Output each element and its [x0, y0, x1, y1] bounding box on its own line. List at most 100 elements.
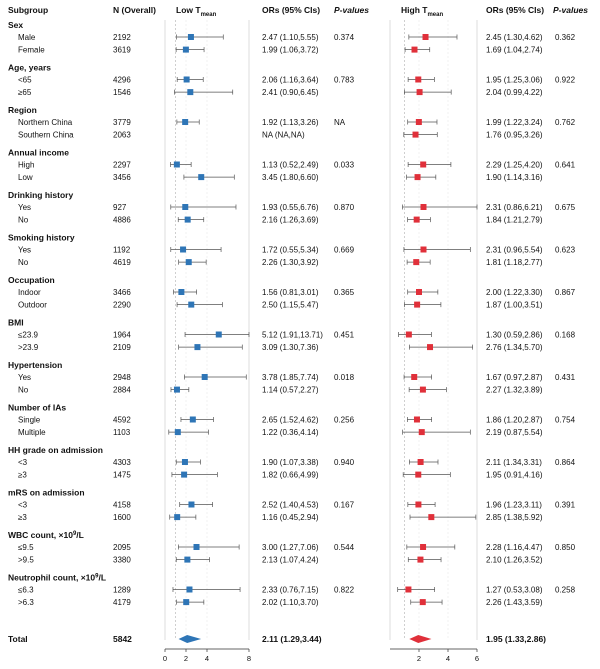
high-axis-tick-label: 6: [475, 654, 479, 663]
or-low-cell: 1.14 (0.57,2.27): [262, 386, 319, 395]
or-high-cell: 2.19 (0.87,5.54): [486, 428, 543, 437]
or-high-cell: 2.29 (1.25,4.20): [486, 161, 543, 170]
n-overall-cell: 2109: [113, 343, 131, 352]
group-label: BMI: [8, 318, 24, 328]
low-total-diamond: [178, 635, 202, 643]
subgroup-label: <3: [18, 501, 28, 510]
or-high-cell: 1.95 (0.91,4.16): [486, 471, 543, 480]
header-low-sub: mean: [201, 12, 217, 18]
n-overall-cell: 2095: [113, 543, 131, 552]
group-label-text: Drinking history: [8, 190, 73, 200]
high-axis-tick-label: 2: [417, 654, 421, 663]
low-point-estimate: [182, 46, 189, 53]
p-value-high: 0.362: [555, 33, 576, 42]
p-value-low: 0.940: [334, 458, 355, 467]
low-point-estimate: [215, 331, 222, 338]
or-low-cell: 2.26 (1.30,3.92): [262, 258, 319, 267]
subgroup-label: >23.9: [18, 343, 39, 352]
n-overall-cell: 1289: [113, 586, 131, 595]
subgroup-label: Yes: [18, 203, 31, 212]
subgroup-label: Southern China: [18, 131, 74, 140]
or-low-cell: 1.22 (0.36,4.14): [262, 428, 319, 437]
or-high-cell: 2.11 (1.34,3.31): [486, 458, 542, 467]
p-value-low: NA: [334, 118, 346, 127]
low-axis-tick-label: 8: [247, 654, 251, 663]
n-overall-cell: 3466: [113, 288, 131, 297]
high-point-estimate: [411, 374, 418, 380]
p-value-low: 0.544: [334, 543, 355, 552]
n-overall-cell: 927: [113, 203, 127, 212]
header-ors-high: ORs (95% CIs): [486, 5, 544, 15]
high-point-estimate: [414, 301, 421, 308]
or-high-cell: 2.31 (0.96,5.54): [486, 246, 543, 255]
or-high-cell: 1.30 (0.59,2.86): [486, 331, 543, 340]
n-overall-cell: 4886: [113, 216, 131, 225]
n-overall-cell: 1546: [113, 88, 131, 97]
group-label: Number of IAs: [8, 403, 66, 413]
or-low-cell: 3.78 (1.85,7.74): [262, 373, 319, 382]
subgroup-label: >9.5: [18, 556, 34, 565]
total-or-low: 2.11 (1.29,3.44): [262, 634, 322, 644]
n-overall-cell: 4619: [113, 258, 131, 267]
low-point-estimate: [188, 301, 195, 308]
or-low-cell: 3.45 (1.80,6.60): [262, 173, 319, 182]
high-point-estimate: [415, 119, 422, 125]
p-value-low: 0.822: [334, 586, 355, 595]
high-point-estimate: [417, 459, 424, 465]
p-value-high: 0.850: [555, 543, 576, 552]
low-point-estimate: [180, 246, 187, 253]
n-overall-cell: 1600: [113, 513, 131, 522]
high-point-estimate: [405, 331, 412, 338]
or-low-cell: 2.50 (1.15,5.47): [262, 301, 319, 310]
or-high-cell: 1.27 (0.53,3.08): [486, 586, 543, 595]
or-low-cell: 1.93 (0.55,6.76): [262, 203, 319, 212]
subgroup-label: <3: [18, 458, 28, 467]
high-point-estimate: [412, 131, 419, 138]
n-overall-cell: 3456: [113, 173, 131, 182]
high-point-estimate: [416, 289, 422, 295]
high-point-estimate: [428, 514, 435, 521]
or-low-cell: 1.16 (0.45,2.94): [262, 513, 319, 522]
p-value-high: 0.641: [555, 161, 576, 170]
high-point-estimate: [420, 204, 427, 210]
header-p-high: P-values: [553, 5, 588, 15]
low-point-estimate: [186, 586, 193, 593]
or-high-cell: 2.85 (1.38,5.92): [486, 513, 543, 522]
p-value-high: 0.431: [555, 373, 576, 382]
high-point-estimate: [420, 246, 427, 253]
p-value-high: 0.391: [555, 501, 576, 510]
subgroup-label: ≤9.5: [18, 543, 34, 552]
or-low-cell: 5.12 (1.91,13.71): [262, 331, 323, 340]
p-value-low: 0.783: [334, 76, 355, 85]
group-label: Occupation: [8, 275, 55, 285]
p-value-low: 0.374: [334, 33, 355, 42]
subgroup-label: Indoor: [18, 288, 41, 297]
or-high-cell: 1.99 (1.22,3.24): [486, 118, 543, 127]
low-point-estimate: [182, 119, 189, 125]
or-low-cell: 2.52 (1.40,4.53): [262, 501, 319, 510]
or-low-cell: 2.02 (1.10,3.70): [262, 598, 319, 607]
x-axes: 0 2 4 8 2 4 6: [163, 648, 479, 663]
total-or-high: 1.95 (1.33,2.86): [486, 634, 546, 644]
low-axis-tick-label: 4: [205, 654, 209, 663]
group-label: HH grade on admission: [8, 445, 103, 455]
subgroup-label: Female: [18, 46, 45, 55]
or-low-cell: 1.72 (0.55,5.34): [262, 246, 319, 255]
or-high-cell: 2.27 (1.32,3.89): [486, 386, 543, 395]
header-n-overall: N (Overall): [113, 5, 156, 15]
low-point-estimate: [181, 471, 188, 478]
low-point-estimate: [198, 174, 205, 181]
high-total-diamond: [409, 635, 432, 643]
p-value-high: 0.867: [555, 288, 576, 297]
or-high-cell: 2.10 (1.26,3.52): [486, 556, 543, 565]
or-high-cell: 2.28 (1.16,4.47): [486, 543, 543, 552]
low-point-estimate: [173, 386, 180, 393]
or-high-cell: 2.45 (1.30,4.62): [486, 33, 543, 42]
header-low-tmean: Low Tmean: [176, 5, 217, 18]
n-overall-cell: 2884: [113, 386, 131, 395]
or-low-cell: 2.13 (1.07,4.24): [262, 556, 319, 565]
p-value-low: 0.365: [334, 288, 355, 297]
header-ors-low: ORs (95% CIs): [262, 5, 320, 15]
high-point-estimate: [414, 174, 421, 181]
p-value-low: 0.451: [334, 331, 355, 340]
